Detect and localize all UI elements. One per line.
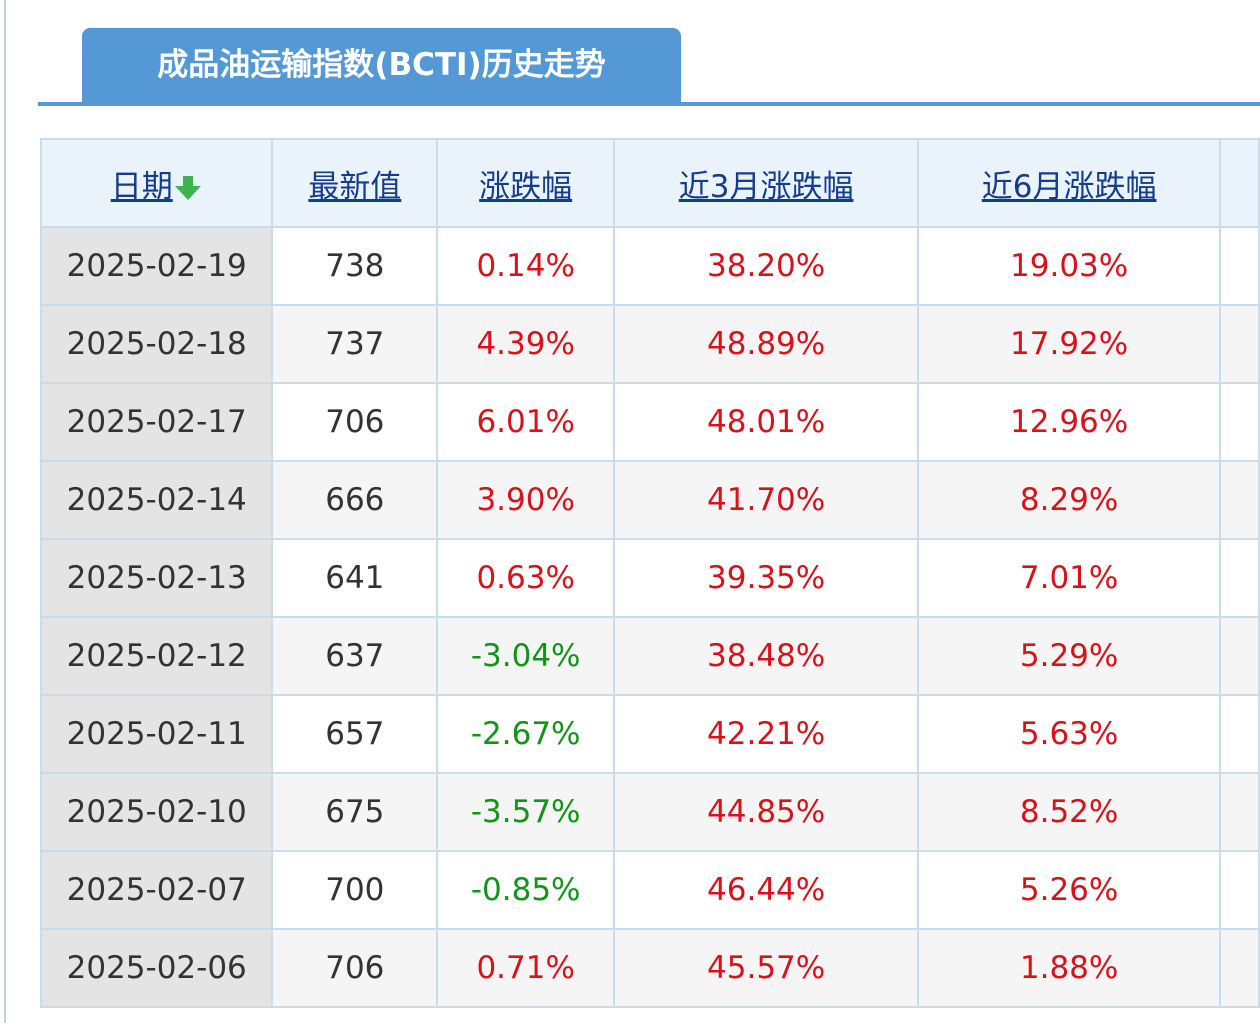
value-cell: 657: [271, 694, 439, 774]
sort-arrow[interactable]: [173, 174, 203, 202]
sort-link[interactable]: 近3月涨跌幅: [678, 168, 854, 205]
table-row: 2025-02-06 706 0.71% 45.57% 1.88%: [39, 928, 1260, 1008]
value-cell: 19.03%: [917, 226, 1222, 306]
value-cell: 4.39%: [436, 304, 616, 384]
value-cell: -3.04%: [436, 616, 616, 696]
header-cell: 最新值: [271, 138, 439, 228]
tab-title[interactable]: 成品油运输指数(BCTI)历史走势: [82, 28, 681, 102]
empty-cell: [1219, 226, 1260, 306]
value-cell: 700: [271, 850, 439, 930]
value-cell: 12.96%: [917, 382, 1222, 462]
date-cell: 2025-02-11: [39, 694, 274, 774]
sort-link[interactable]: 日期: [110, 168, 173, 205]
table-row: 2025-02-07 700 -0.85% 46.44% 5.26%: [39, 850, 1260, 930]
arrow-shape: [174, 176, 201, 200]
value-cell: 675: [271, 772, 439, 852]
value-cell: 44.85%: [613, 772, 920, 852]
empty-cell: [1219, 616, 1260, 696]
date-cell: 2025-02-13: [39, 538, 274, 618]
tab-rule: [38, 102, 1260, 106]
frame-edge: [4, 0, 6, 1023]
value-cell: 6.01%: [436, 382, 616, 462]
value-cell: 38.20%: [613, 226, 920, 306]
empty-cell: [1219, 772, 1260, 852]
empty-cell: [1219, 304, 1260, 384]
value-cell: 7.01%: [917, 538, 1222, 618]
value-cell: 5.26%: [917, 850, 1222, 930]
value-cell: 46.44%: [613, 850, 920, 930]
empty-cell: [1219, 460, 1260, 540]
value-cell: 0.14%: [436, 226, 616, 306]
value-cell: 17.92%: [917, 304, 1222, 384]
date-cell: 2025-02-18: [39, 304, 274, 384]
date-cell: 2025-02-14: [39, 460, 274, 540]
header-cell: 近6月涨跌幅: [917, 138, 1222, 228]
value-cell: 706: [271, 928, 439, 1008]
table-row: 2025-02-17 706 6.01% 48.01% 12.96%: [39, 382, 1260, 462]
date-cell: 2025-02-17: [39, 382, 274, 462]
date-cell: 2025-02-10: [39, 772, 274, 852]
header-cell: 近3月涨跌幅: [613, 138, 920, 228]
history-table: 日期 最新值 涨跌幅 近3月涨跌幅 近6月涨跌幅 2025-02-19 738 0.14% 3…: [39, 138, 1260, 1008]
value-cell: 38.48%: [613, 616, 920, 696]
value-cell: -3.57%: [436, 772, 616, 852]
value-cell: 5.29%: [917, 616, 1222, 696]
sort-link[interactable]: 最新值: [308, 168, 402, 205]
header-cell: [1219, 138, 1260, 228]
value-cell: 5.63%: [917, 694, 1222, 774]
value-cell: 42.21%: [613, 694, 920, 774]
table-row: 2025-02-10 675 -3.57% 44.85% 8.52%: [39, 772, 1260, 852]
table-row: 2025-02-11 657 -2.67% 42.21% 5.63%: [39, 694, 1260, 774]
date-cell: 2025-02-12: [39, 616, 274, 696]
table-row: 2025-02-19 738 0.14% 38.20% 19.03%: [39, 226, 1260, 306]
empty-cell: [1219, 850, 1260, 930]
value-cell: 48.01%: [613, 382, 920, 462]
empty-cell: [1219, 694, 1260, 774]
date-cell: 2025-02-06: [39, 928, 274, 1008]
value-cell: 3.90%: [436, 460, 616, 540]
header-row: 日期 最新值 涨跌幅 近3月涨跌幅 近6月涨跌幅: [39, 138, 1260, 228]
table-row: 2025-02-13 641 0.63% 39.35% 7.01%: [39, 538, 1260, 618]
sort-link[interactable]: 近6月涨跌幅: [981, 168, 1157, 205]
value-cell: -0.85%: [436, 850, 616, 930]
header-cell: 涨跌幅: [436, 138, 616, 228]
table-row: 2025-02-12 637 -3.04% 38.48% 5.29%: [39, 616, 1260, 696]
empty-cell: [1219, 382, 1260, 462]
value-cell: 48.89%: [613, 304, 920, 384]
header-cell: 日期: [39, 138, 274, 228]
value-cell: 39.35%: [613, 538, 920, 618]
value-cell: 637: [271, 616, 439, 696]
value-cell: 738: [271, 226, 439, 306]
empty-cell: [1219, 928, 1260, 1008]
table-row: 2025-02-14 666 3.90% 41.70% 8.29%: [39, 460, 1260, 540]
value-cell: 666: [271, 460, 439, 540]
value-cell: 706: [271, 382, 439, 462]
value-cell: 0.63%: [436, 538, 616, 618]
value-cell: 45.57%: [613, 928, 920, 1008]
value-cell: 737: [271, 304, 439, 384]
table-row: 2025-02-18 737 4.39% 48.89% 17.92%: [39, 304, 1260, 384]
value-cell: -2.67%: [436, 694, 616, 774]
date-cell: 2025-02-19: [39, 226, 274, 306]
value-cell: 641: [271, 538, 439, 618]
date-cell: 2025-02-07: [39, 850, 274, 930]
empty-cell: [1219, 538, 1260, 618]
value-cell: 8.52%: [917, 772, 1222, 852]
sort-link[interactable]: 涨跌幅: [479, 168, 573, 205]
value-cell: 0.71%: [436, 928, 616, 1008]
value-cell: 41.70%: [613, 460, 920, 540]
value-cell: 1.88%: [917, 928, 1222, 1008]
value-cell: 8.29%: [917, 460, 1222, 540]
table-body: 2025-02-19 738 0.14% 38.20% 19.03% 2025-02-18…: [39, 226, 1260, 1008]
